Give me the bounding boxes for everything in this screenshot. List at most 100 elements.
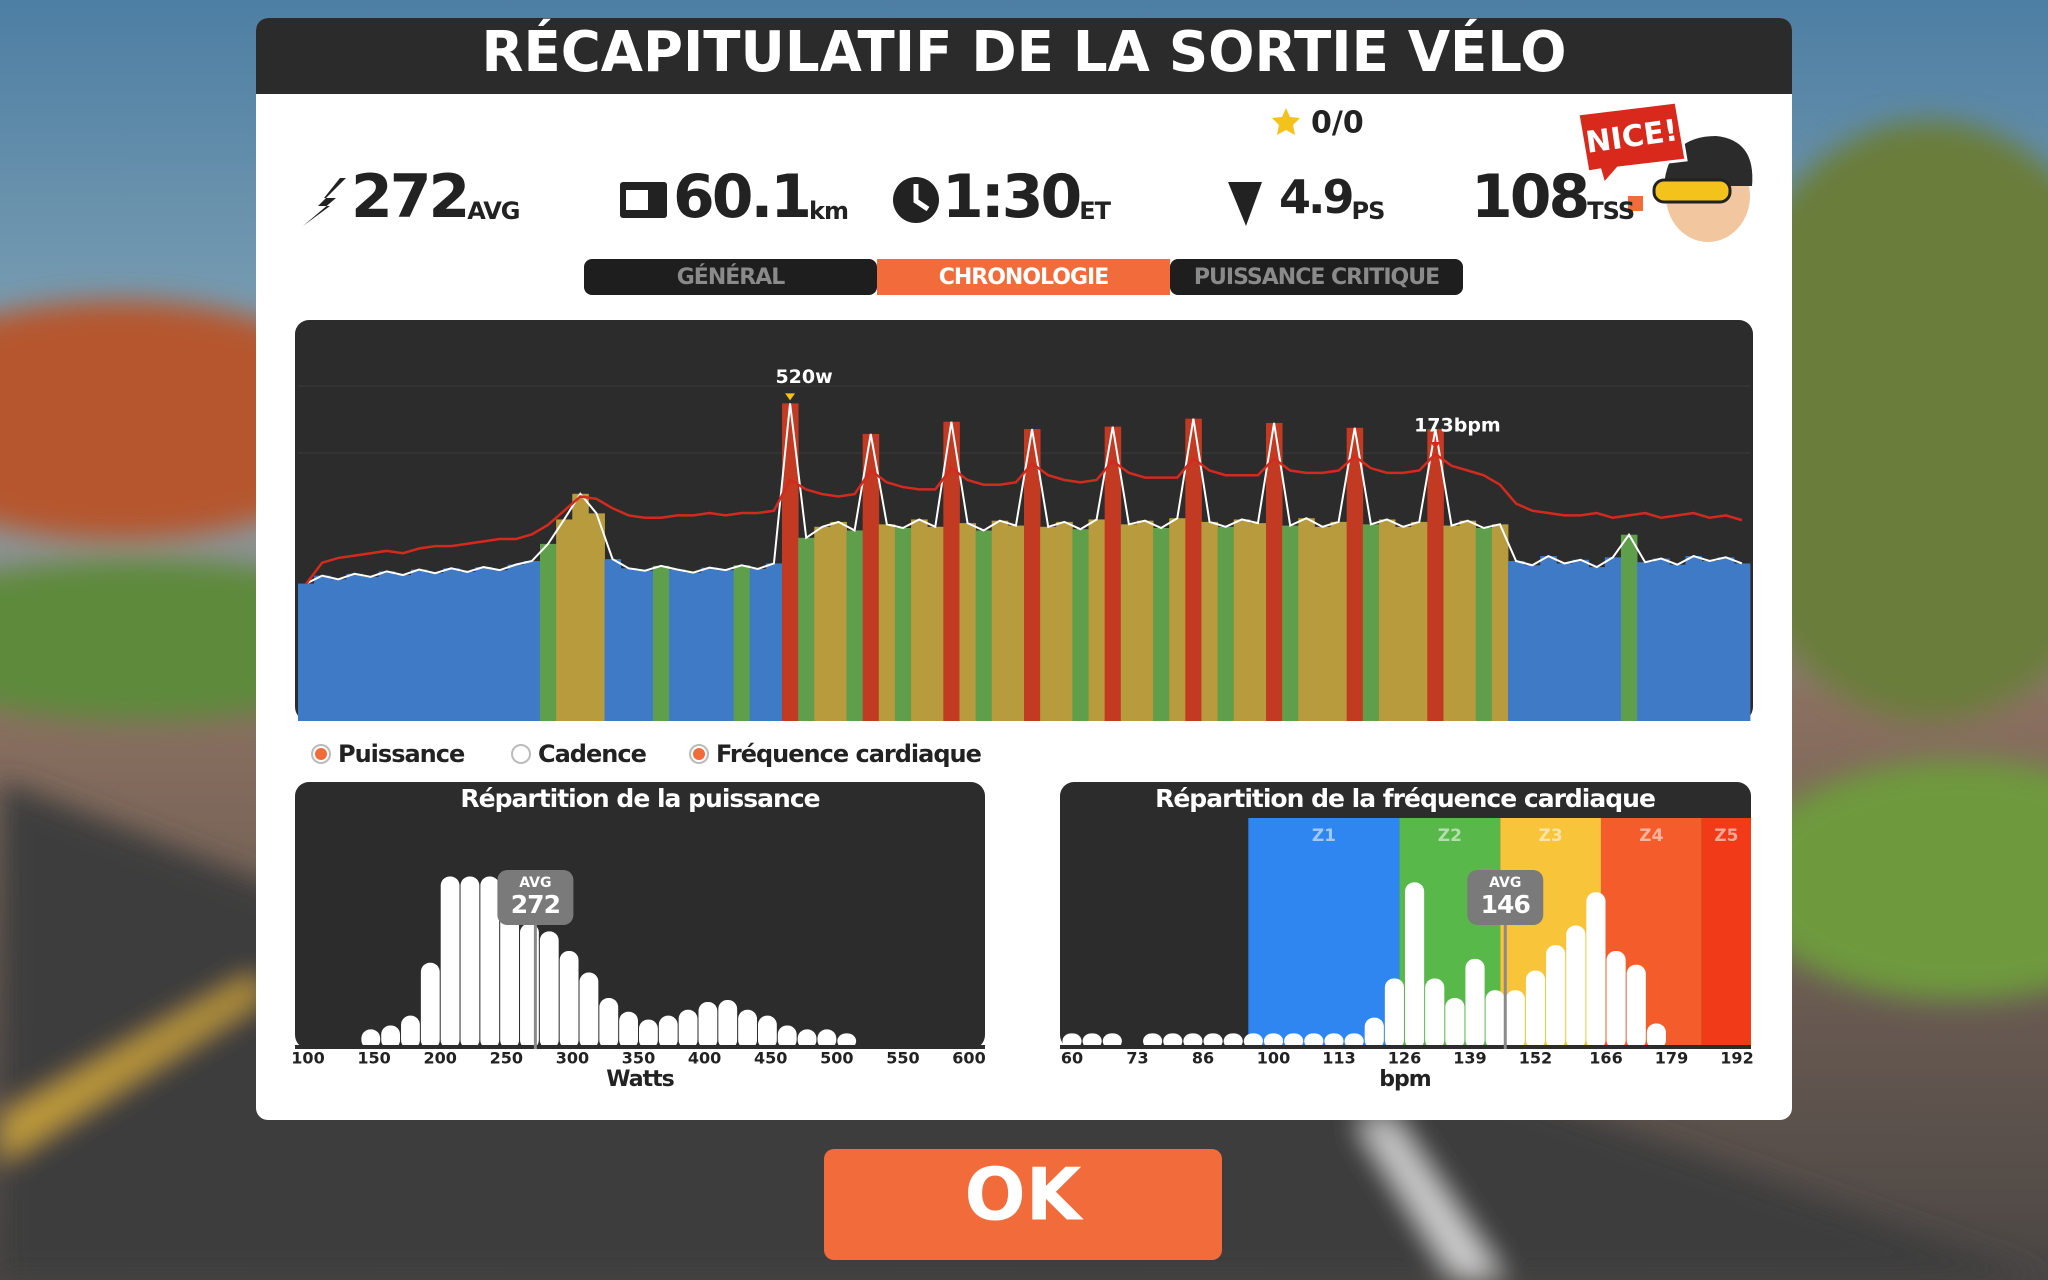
legend-radio-dot[interactable] [693, 748, 705, 760]
power-bar [475, 567, 492, 721]
legend-label[interactable]: Puissance [338, 740, 466, 768]
power-bar [1491, 524, 1509, 721]
histogram-bar-base [295, 1045, 985, 1049]
legend-label[interactable]: Fréquence cardiaque [716, 740, 983, 768]
histogram-bar [817, 1029, 837, 1049]
stat: 108TSS [1471, 162, 1634, 232]
power-bar [846, 530, 864, 721]
power-bar [378, 571, 396, 721]
power-bar [540, 543, 557, 721]
power-bar [1314, 526, 1331, 721]
icons [303, 177, 1643, 226]
power-bar [814, 526, 831, 721]
stat-unit: km [809, 197, 848, 225]
x-tick-label: 350 [622, 1049, 655, 1068]
avatar-glasses [1652, 178, 1732, 204]
x-tick-label: 73 [1126, 1049, 1148, 1068]
x-tick-label: 500 [820, 1049, 853, 1068]
x-tick-label: 179 [1655, 1049, 1688, 1068]
power-histogram-box [295, 782, 985, 1049]
hr-zone-label: Z4 [1639, 826, 1663, 846]
x-tick-label: 450 [754, 1049, 787, 1068]
power-bar [878, 524, 896, 721]
power-bar [1362, 524, 1380, 721]
histogram-bar [797, 1029, 817, 1049]
hr-zone-label: Z2 [1438, 826, 1462, 846]
x-tick-label: 139 [1453, 1049, 1486, 1068]
stat-unit: TSS [1587, 197, 1634, 225]
avg-badge-value: 272 [511, 890, 560, 919]
histogram-bar [1586, 892, 1606, 1049]
histogram-bar [1384, 978, 1404, 1049]
histogram-bar [440, 876, 460, 1049]
power-bar [798, 537, 815, 721]
power-bar [427, 573, 444, 721]
stat-value: 60.1 [673, 162, 809, 232]
power-bar [394, 575, 412, 721]
tabs: GÉNÉRAL CHRONOLOGIE PUISSANCE CRITIQUE [584, 259, 1463, 295]
tab[interactable] [584, 259, 877, 295]
power-bar [1104, 426, 1122, 721]
power-bar [1330, 521, 1348, 721]
stat-value: 1:30 [942, 162, 1079, 232]
histogram-bar [658, 1015, 678, 1049]
avg-badge-label: AVG [519, 875, 551, 891]
power-bar [1233, 519, 1251, 721]
histogram-bar [619, 1011, 638, 1049]
histogram-bar [480, 876, 500, 1049]
x-tick-label: 86 [1192, 1049, 1214, 1068]
timeline: 520w 173bpm [298, 366, 1751, 721]
tab-label[interactable]: PUISSANCE CRITIQUE [1194, 265, 1440, 290]
power-bar [588, 513, 605, 721]
ok-button[interactable] [824, 1149, 1222, 1260]
stat-value: 108 [1471, 162, 1587, 232]
histogram-bar [539, 931, 559, 1049]
avatar: NICE! [1576, 100, 1753, 242]
power-bar [1201, 521, 1218, 721]
star-icon [1272, 108, 1300, 135]
histogram-bar [1364, 1017, 1384, 1049]
histogram-bar [639, 1019, 658, 1049]
tab-label[interactable]: CHRONOLOGIE [939, 265, 1110, 290]
legend-label[interactable]: Cadence [538, 740, 648, 768]
power-bar [1411, 521, 1428, 721]
title-bar [256, 18, 1792, 94]
histogram-bar [1405, 882, 1425, 1049]
stat-unit: AVG [467, 197, 519, 225]
power-bar [1169, 518, 1186, 721]
legend-radio[interactable] [511, 744, 531, 764]
power-bar [1378, 519, 1396, 721]
power-bar [1266, 422, 1283, 721]
tab-label[interactable]: GÉNÉRAL [677, 264, 786, 290]
hr-histogram: Répartition de la fréquence cardiaque Z1 Z… [1060, 784, 1754, 1092]
power-bar [604, 559, 622, 721]
power-bar [911, 519, 928, 721]
road-line [0, 980, 270, 1160]
legend-radio-dot[interactable] [315, 748, 327, 760]
histogram-bar [1606, 951, 1626, 1049]
power-bar [1282, 525, 1299, 721]
power-bar [1185, 418, 1202, 721]
power-bar [1556, 563, 1573, 721]
histogram-title: Répartition de la puissance [460, 784, 819, 813]
stat-unit: ET [1079, 197, 1111, 225]
x-tick-label: 60 [1061, 1049, 1083, 1068]
tss-info[interactable] [1628, 196, 1643, 211]
ok-label[interactable]: OK [965, 1153, 1084, 1237]
histogram-bar [1445, 998, 1465, 1049]
histogram-bar [757, 1015, 777, 1049]
power-bar [1153, 527, 1170, 721]
power-bar [410, 569, 428, 721]
power-bar [1072, 529, 1089, 721]
power-bar [1717, 557, 1735, 721]
stat-value: 272 [351, 162, 467, 232]
tab[interactable] [1170, 259, 1463, 295]
power-bar [1040, 526, 1057, 721]
stat: 272AVG [351, 162, 519, 232]
x-tick-label: 113 [1322, 1049, 1355, 1068]
road-line [1360, 1120, 1500, 1280]
power-bar [507, 564, 525, 721]
tab[interactable] [877, 259, 1170, 295]
stat-unit: PS [1352, 197, 1385, 225]
